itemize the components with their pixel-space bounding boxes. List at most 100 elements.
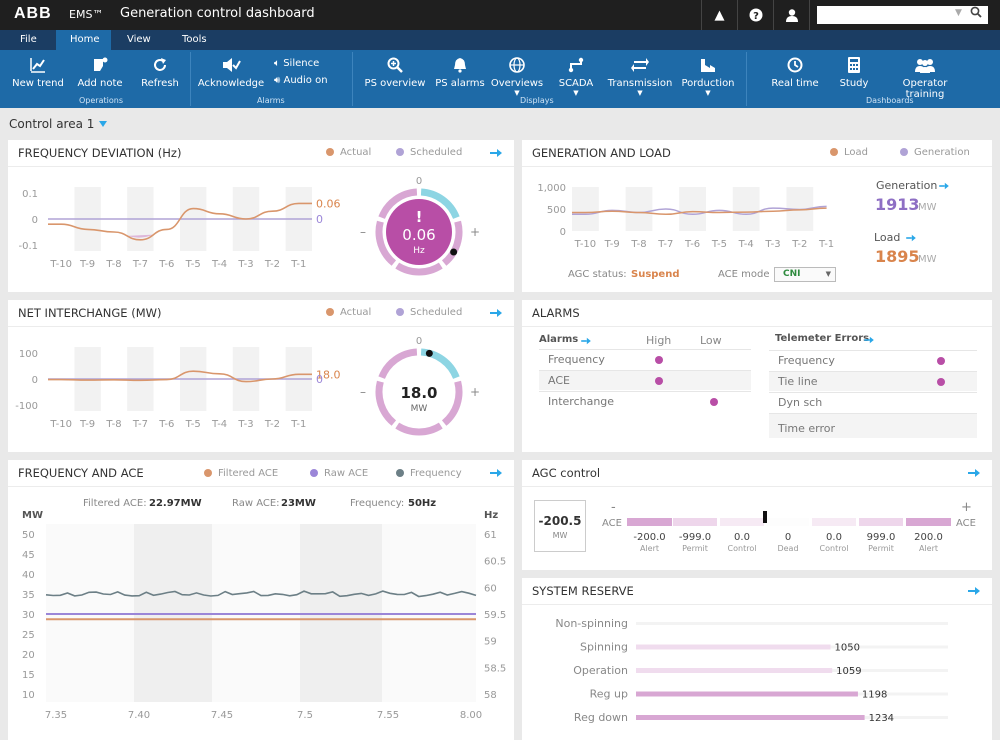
generation-arrow-icon[interactable] <box>939 182 949 190</box>
telemeter-arrow-icon[interactable] <box>864 336 874 344</box>
user-button[interactable] <box>773 0 809 30</box>
scada-button[interactable]: SCADA ▼ <box>556 56 596 97</box>
ace-mode-select[interactable]: CNI ▼ <box>774 267 836 282</box>
right-tick-label: 60 <box>484 583 497 594</box>
x-tick-label: T-2 <box>264 259 280 270</box>
expand-arrow-icon[interactable] <box>968 468 980 478</box>
transmission-button[interactable]: Transmission ▼ <box>606 56 674 97</box>
telemeter-row[interactable]: Time error <box>769 413 977 438</box>
reserve-row-label: Spinning <box>580 641 628 654</box>
search-input[interactable] <box>817 6 988 24</box>
control-area-dropdown-icon[interactable] <box>99 121 107 127</box>
ps-alarms-button[interactable]: PS alarms <box>434 56 486 89</box>
left-tick-label: 50 <box>22 530 35 541</box>
x-tick-label: T-4 <box>211 259 227 270</box>
audio-on-button[interactable]: 🔊︎ Audio on <box>274 75 328 86</box>
silence-button[interactable]: 🔈︎ Silence <box>274 58 319 69</box>
gauge-value: 18.0 <box>400 384 437 402</box>
expand-arrow-icon[interactable] <box>968 586 980 596</box>
porduction-button[interactable]: Porduction ▼ <box>680 56 736 97</box>
refresh-button[interactable]: Refresh <box>134 56 186 89</box>
reserve-row-label: Reg down <box>574 711 628 724</box>
app-name: EMS™ <box>69 8 104 21</box>
x-tick-label: 7.35 <box>45 710 67 721</box>
alarm-dot <box>710 398 718 406</box>
overviews-button[interactable]: Overviews ▼ <box>490 56 544 97</box>
transmission-dropdown-icon: ▼ <box>637 89 643 97</box>
real-time-button[interactable]: Real time <box>768 56 822 89</box>
menu-tools[interactable]: Tools <box>182 34 207 45</box>
agc-scale-segment <box>673 518 717 526</box>
expand-arrow-icon[interactable] <box>490 308 502 318</box>
control-area-select[interactable]: Control area 1 <box>9 117 95 131</box>
gauge-plus: + <box>470 225 480 239</box>
agc-scale-value: 0.0 <box>734 532 750 543</box>
people-icon <box>915 59 935 73</box>
chevron-down-icon: ▼ <box>825 270 831 278</box>
ps-overview-button[interactable]: PS overview <box>364 56 426 89</box>
menu-home[interactable]: Home <box>70 34 100 45</box>
alarm-dot <box>655 377 663 385</box>
telemeter-row-label: Time error <box>778 422 836 435</box>
search-dropdown-icon[interactable]: ▼ <box>955 8 962 18</box>
legend-load: Load <box>830 147 868 158</box>
panel-title: SYSTEM RESERVE <box>532 584 634 598</box>
alarm-row[interactable]: Interchange <box>539 391 751 411</box>
left-tick-label: 10 <box>22 690 35 701</box>
alarm-row[interactable]: Frequency <box>539 349 751 369</box>
legend-label: Frequency <box>410 468 462 479</box>
add-note-button[interactable]: Add note <box>74 56 126 89</box>
ace-value-box: -200.5 MW <box>534 500 586 552</box>
agc-scale-segment <box>906 518 951 526</box>
x-tick-label: T-3 <box>237 259 253 270</box>
collapse-button[interactable]: ▲ <box>701 0 737 30</box>
x-tick-label: 7.5 <box>297 710 313 721</box>
telemeter-row[interactable]: Frequency <box>769 350 977 370</box>
left-tick-label: 20 <box>22 650 35 661</box>
legend-dot <box>396 308 404 316</box>
help-button[interactable]: ? <box>737 0 773 30</box>
ps-alarms-label: PS alarms <box>435 78 485 89</box>
load-label: Load <box>874 231 901 244</box>
frequency-value: 50Hz <box>408 498 437 509</box>
generation-value: 1913 <box>875 195 920 214</box>
factory-icon <box>701 59 715 72</box>
alarms-arrow-icon[interactable] <box>581 337 591 345</box>
alarm-row[interactable]: ACE <box>539 370 751 390</box>
gauge-needle-dot <box>425 349 433 357</box>
transmission-label: Transmission <box>607 78 673 89</box>
agc-scale-label: Alert <box>919 544 938 553</box>
agc-scale-label: Permit <box>682 544 708 553</box>
expand-arrow-icon[interactable] <box>490 468 502 478</box>
search-icon[interactable] <box>970 6 982 18</box>
filtered-ace-value: 22.97MW <box>149 498 202 509</box>
x-tick-label: T-9 <box>604 239 620 250</box>
menu-view[interactable]: View <box>127 34 151 45</box>
telemeter-row[interactable]: Tie line <box>769 371 977 391</box>
agc-control-panel: AGC control -200.5 MW - ACE + ACE -200.0… <box>522 460 992 570</box>
study-button[interactable]: Study <box>834 56 874 89</box>
raw-ace-value: 23MW <box>281 498 316 509</box>
legend-label: Scheduled <box>410 307 463 318</box>
x-tick-label: T-6 <box>158 419 174 430</box>
panel-title: FREQUENCY DEVIATION (Hz) <box>18 146 182 160</box>
agc-scale-value: 999.0 <box>867 532 896 543</box>
ace-mode-value: CNI <box>783 269 801 279</box>
new-trend-button[interactable]: New trend <box>10 56 66 89</box>
search-area <box>809 0 1000 30</box>
app-title: Generation control dashboard <box>120 6 315 21</box>
agc-plus: + <box>961 500 972 515</box>
left-tick-label: 25 <box>22 630 35 641</box>
acknowledge-button[interactable]: Acknowledge <box>196 56 266 89</box>
telemeter-row[interactable]: Dyn sch <box>769 392 977 412</box>
load-arrow-icon[interactable] <box>906 234 916 242</box>
x-tick-label: T-1 <box>818 239 834 250</box>
reserve-bar <box>636 668 833 673</box>
expand-arrow-icon[interactable] <box>490 148 502 158</box>
menu-file[interactable]: File <box>20 34 37 45</box>
panel-header: FREQUENCY DEVIATION (Hz) Actual Schedule… <box>8 140 514 167</box>
operator-training-button[interactable]: Operator training <box>882 56 968 100</box>
frequency-deviation-panel: FREQUENCY DEVIATION (Hz) Actual Schedule… <box>8 140 514 292</box>
x-tick-label: T-8 <box>105 419 121 430</box>
add-note-label: Add note <box>77 78 123 89</box>
